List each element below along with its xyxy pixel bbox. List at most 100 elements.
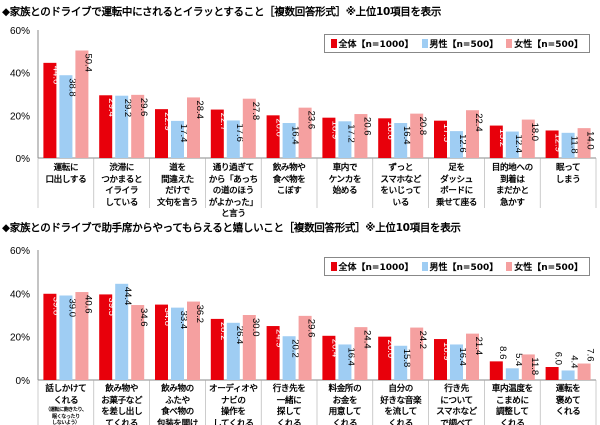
- bar-female: [521, 354, 535, 380]
- data-label: 24.2: [417, 331, 428, 350]
- legend-label: 男性【n=500】: [429, 40, 499, 50]
- legend-swatch: [421, 262, 428, 271]
- data-label: 17.2: [345, 124, 356, 143]
- data-label: 22.9: [162, 112, 173, 131]
- bar-total: [155, 304, 168, 380]
- y-tick-label: 40%: [10, 69, 30, 80]
- data-label: 29.6: [306, 319, 317, 338]
- category-label: 道を 間違えた だけで 文句を言う: [150, 163, 206, 209]
- data-label: 20.8: [417, 117, 428, 136]
- y-tick-label: 20%: [10, 111, 30, 122]
- category-label: 飲み物の ふたや 食べ物の 包装を開け てくれる: [150, 384, 206, 425]
- category-label: 運転を 褒めて くれる: [540, 384, 596, 419]
- bar-male: [450, 131, 463, 158]
- category-label: 自分の 好きな音楽 を流して くれる: [373, 384, 429, 425]
- bar-male: [338, 344, 352, 380]
- legend: 全体【n=1000】 男性【n=500】 女性【n=500】: [323, 34, 590, 53]
- data-label: 16.4: [401, 126, 412, 145]
- data-label: 11.8: [569, 136, 580, 154]
- category-text: オーディオや ナビの 操作を してくれる: [209, 384, 258, 425]
- bar-female: [131, 94, 145, 158]
- data-label: 12.9: [553, 133, 564, 152]
- data-label: 7.6: [585, 348, 596, 361]
- bar-total: [99, 95, 113, 158]
- category-text: 飲み物や 食べ物を こぼす: [272, 163, 306, 196]
- bar-total: [489, 361, 503, 380]
- data-label: 20.6: [361, 117, 372, 136]
- category-text: 通り過ぎて から「あっち の道のほう がよかった」 と言う: [208, 163, 259, 219]
- data-label: 22.7: [218, 113, 229, 132]
- legend: 全体【n=1000】 男性【n=500】 女性【n=500】: [323, 257, 590, 276]
- data-label: 15.2: [497, 129, 508, 148]
- bar-total: [43, 62, 57, 158]
- data-label: 16.4: [290, 126, 301, 145]
- bar-male: [505, 368, 519, 380]
- bar-female: [131, 305, 145, 380]
- bar-total: [545, 130, 559, 158]
- data-label: 17.4: [178, 124, 189, 143]
- bar-female: [187, 301, 200, 380]
- bar-total: [489, 125, 503, 158]
- bar-female: [242, 98, 256, 158]
- legend-item: 女性【n=500】: [506, 260, 583, 273]
- bar-male: [505, 131, 519, 158]
- data-label: 24.9: [274, 329, 285, 348]
- data-label: 39.5: [106, 297, 117, 316]
- data-label: 44.4: [122, 287, 133, 306]
- bar-male: [282, 336, 296, 380]
- bar-total: [378, 336, 392, 380]
- data-label: 20.4: [329, 339, 340, 358]
- data-label: 5.4: [513, 353, 524, 366]
- category-label: 行き先 について スマホなど で調べて くれる: [429, 384, 485, 425]
- category-label: 車内で ケンカを 始める: [317, 163, 373, 198]
- legend-swatch: [506, 262, 513, 271]
- data-label: 14.0: [585, 131, 596, 150]
- bar-total: [266, 326, 280, 380]
- data-label: 44.6: [50, 66, 61, 85]
- chart-1: 0% 20% 40% 60% 44.6 38.8 50.4 29.4 29.2 29.6 22.9 1…: [0, 0, 600, 219]
- data-label: 11.8: [529, 357, 540, 375]
- data-label: 22.4: [473, 113, 484, 132]
- category-label: オーディオや ナビの 操作を してくれる: [205, 384, 261, 425]
- category-text: 眠って しまう: [555, 163, 581, 185]
- bar-total: [434, 339, 447, 380]
- bar-male: [59, 75, 73, 158]
- y-tick-label: 60%: [10, 246, 30, 257]
- bar-female: [75, 292, 89, 380]
- bar-male: [171, 120, 184, 158]
- data-label: 16.4: [345, 347, 356, 366]
- category-note: （運転に飽きたり、 眠くなったり しないよう）: [45, 407, 87, 425]
- data-label: 18.9: [329, 121, 340, 139]
- category-label: 眠って しまう: [540, 163, 596, 186]
- bar-male: [450, 344, 463, 380]
- chart-2-title: ◆家族とのドライブで助手席からやってもらえると嬉しいこと［複数回答形式］※上位1…: [2, 222, 461, 234]
- bar-male: [226, 322, 240, 380]
- category-text: 話しかけて くれる: [45, 384, 87, 406]
- bar-female: [577, 128, 591, 158]
- category-text: 行き先を 一緒に 探して くれる: [272, 384, 306, 425]
- category-text: 足を ダッシュ ボードに 乗せて座る: [436, 163, 477, 208]
- data-label: 18.6: [385, 121, 396, 140]
- legend-swatch: [330, 39, 337, 48]
- bar-female: [354, 114, 368, 158]
- data-label: 36.2: [194, 305, 205, 324]
- category-label: 行き先を 一緒に 探して くれる: [261, 384, 317, 425]
- category-label: 渋滞に つかまると イライラ している: [94, 163, 150, 209]
- data-label: 4.4: [569, 355, 580, 368]
- data-label: 33.4: [178, 311, 189, 330]
- legend-item: 男性【n=500】: [421, 260, 498, 273]
- bar-male: [115, 283, 129, 380]
- category-text: 目的地への 到着は まだかと 急かす: [491, 163, 533, 208]
- data-label: 29.2: [122, 99, 133, 118]
- data-label: 39.8: [50, 297, 61, 316]
- bar-male: [226, 120, 240, 158]
- category-text: 運転を 褒めて くれる: [555, 384, 581, 417]
- category-text: 運転に 口出しする: [45, 163, 87, 185]
- data-label: 28.2: [218, 322, 229, 341]
- bar-male: [561, 370, 575, 380]
- y-tick-label: 60%: [10, 26, 30, 37]
- bar-female: [410, 327, 424, 380]
- category-label: 通り過ぎて から「あっち の道のほう がよかった」 と言う: [205, 163, 261, 221]
